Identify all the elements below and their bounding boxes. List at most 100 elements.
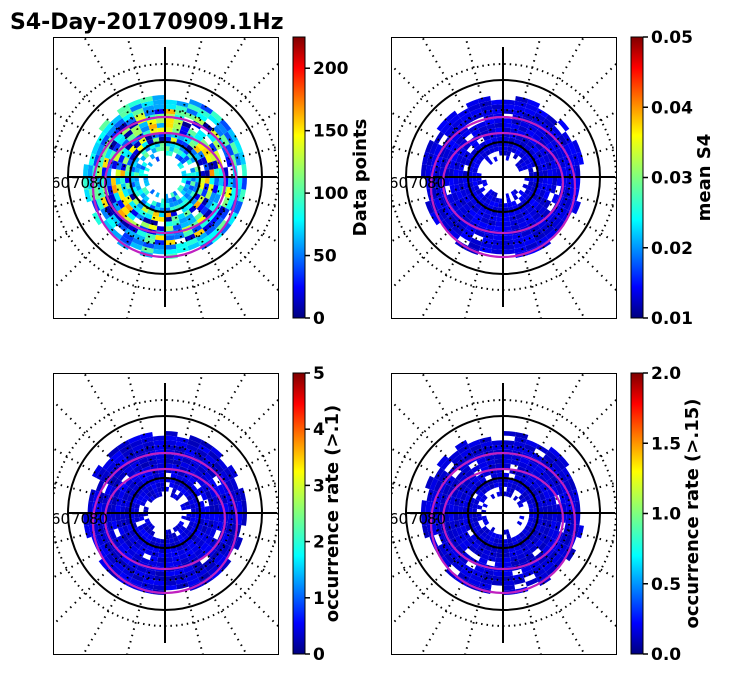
heatmap-cell (124, 477, 134, 487)
heatmap-cell (531, 452, 544, 462)
heatmap-cell (181, 121, 192, 129)
heatmap-cell (483, 232, 494, 240)
heatmap-cell (524, 487, 532, 495)
heatmap-cell (474, 487, 482, 495)
heatmap-cell (463, 531, 471, 540)
heatmap-cell (158, 212, 165, 218)
heatmap-cell (125, 531, 133, 540)
heatmap-cell (495, 221, 503, 227)
heatmap-cell (482, 481, 489, 488)
heatmap-cell (124, 506, 130, 513)
heatmap-cell (124, 539, 134, 549)
heatmap-cell (458, 197, 467, 207)
heatmap-cell (216, 521, 224, 532)
heatmap-cell (521, 209, 530, 217)
heatmap-cell (148, 224, 158, 231)
heatmap-cell (512, 495, 519, 501)
heatmap-cell (458, 483, 467, 493)
heatmap-cell (238, 151, 246, 165)
heatmap-cell (516, 164, 523, 170)
heatmap-cell (490, 248, 503, 255)
heatmap-cell (146, 454, 157, 462)
heatmap-cell (172, 459, 182, 466)
heatmap-cell (91, 141, 101, 155)
heatmap-cell (229, 141, 239, 155)
heatmap-cell (543, 535, 552, 545)
heatmap-cell (165, 458, 174, 465)
heatmap-cell (212, 139, 222, 151)
heatmap-cell (198, 235, 211, 246)
heatmap-cell (516, 520, 523, 526)
heatmap-cell (134, 233, 146, 242)
heatmap-cell (181, 477, 189, 485)
heatmap-cell (425, 513, 432, 526)
heatmap-cell (156, 561, 165, 568)
heatmap-cell (478, 125, 488, 133)
heatmap-cell (440, 122, 452, 135)
heatmap-cell (180, 189, 187, 196)
heatmap-cell (516, 552, 526, 561)
heatmap-cell (113, 118, 125, 129)
heatmap-cell (138, 473, 147, 481)
heatmap-cell (116, 535, 125, 545)
heatmap-cell (175, 241, 188, 249)
heatmap-cell (216, 555, 228, 568)
heatmap-cell (528, 156, 535, 163)
heatmap-cell (551, 150, 559, 161)
heatmap-cell (165, 561, 174, 568)
heatmap-cell (139, 534, 147, 542)
heatmap-cell (451, 528, 459, 538)
heatmap-cell (462, 170, 468, 177)
heatmap-cell (479, 541, 487, 549)
latitude-label: 70 (409, 174, 428, 192)
heatmap-cell (498, 538, 503, 544)
heatmap-cell (189, 181, 196, 187)
heatmap-cell (515, 470, 524, 478)
heatmap-cell (495, 552, 503, 558)
heatmap-cell (165, 571, 175, 577)
heatmap-cell (229, 477, 239, 491)
heatmap-cell (129, 489, 137, 497)
heatmap-cell (186, 177, 192, 182)
heatmap-cell (448, 168, 455, 177)
heatmap-cell (574, 500, 581, 513)
heatmap-cell (176, 534, 184, 541)
heatmap-cell (429, 212, 441, 226)
figure-title: S4-Day-20170909.1Hz (10, 10, 284, 35)
heatmap-cell (458, 554, 469, 565)
heatmap-cell (481, 531, 488, 539)
heatmap-cell (233, 139, 243, 154)
heatmap-cell (206, 547, 217, 558)
heatmap-cell (438, 543, 448, 556)
heatmap-cell (210, 110, 223, 123)
heatmap-cell (191, 560, 203, 570)
axes-frame (53, 37, 279, 319)
heatmap-cell (451, 225, 463, 236)
heatmap-cell (533, 232, 546, 242)
heatmap-cell (482, 470, 491, 478)
heatmap-cell (496, 212, 503, 218)
heatmap-cell (492, 575, 503, 582)
heatmap-cell (455, 526, 464, 536)
heatmap-cell (134, 517, 141, 523)
heatmap-cell (524, 237, 537, 247)
heatmap-cell (461, 465, 472, 475)
heatmap-cell (454, 121, 466, 133)
colorbar-tick-label: 0 (313, 309, 325, 329)
heatmap-cell (519, 141, 527, 149)
heatmap-cell (484, 485, 492, 492)
heatmap-cell (213, 513, 220, 522)
heatmap-cell (565, 177, 572, 188)
heatmap-cell (165, 198, 170, 204)
heatmap-cell (481, 525, 488, 532)
heatmap-cell (113, 488, 121, 498)
heatmap-cell (547, 169, 553, 177)
heatmap-cell (550, 139, 560, 151)
heatmap-cell (544, 211, 555, 222)
heatmap-cell (178, 520, 185, 526)
heatmap-cell (186, 107, 199, 117)
heatmap-cell (507, 482, 513, 489)
heatmap-cell (180, 503, 186, 508)
heatmap-cell (518, 494, 525, 501)
heatmap-cell (433, 479, 443, 492)
